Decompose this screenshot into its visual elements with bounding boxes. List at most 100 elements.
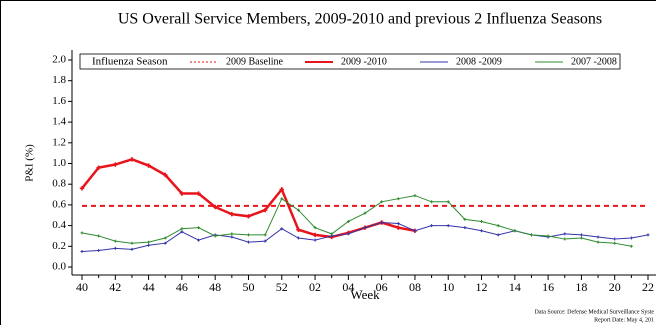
legend-title: Influenza Season bbox=[92, 56, 168, 68]
point bbox=[279, 187, 284, 192]
y-tick-label: 0.2 bbox=[52, 240, 66, 252]
y-tick-label: 0.8 bbox=[52, 178, 66, 190]
point bbox=[246, 214, 251, 219]
point bbox=[312, 232, 318, 238]
x-tick-label: 20 bbox=[609, 280, 621, 294]
footnote: Data Source: Defense Medical Surveillanc… bbox=[535, 308, 655, 315]
y-tick-label: 1.4 bbox=[52, 116, 66, 128]
point bbox=[380, 220, 384, 224]
y-tick-label: 1.6 bbox=[52, 95, 66, 107]
point bbox=[480, 219, 484, 223]
point bbox=[163, 172, 168, 178]
point bbox=[196, 191, 201, 196]
point bbox=[246, 233, 250, 237]
x-tick-label: 52 bbox=[276, 280, 288, 294]
y-tick-label: 0.6 bbox=[52, 198, 66, 210]
point bbox=[263, 239, 267, 243]
point bbox=[646, 233, 650, 237]
point bbox=[613, 241, 617, 245]
point bbox=[130, 241, 134, 245]
legend-box bbox=[79, 53, 621, 70]
point bbox=[396, 197, 400, 201]
point bbox=[363, 226, 367, 230]
point bbox=[596, 235, 600, 239]
x-tick-label: 08 bbox=[409, 280, 421, 294]
point bbox=[480, 229, 484, 233]
point bbox=[80, 249, 84, 253]
point bbox=[613, 237, 617, 241]
point bbox=[246, 240, 250, 244]
point bbox=[313, 238, 317, 242]
point bbox=[163, 241, 167, 245]
point bbox=[563, 232, 567, 236]
x-tick-label: 48 bbox=[209, 280, 221, 294]
point bbox=[446, 224, 450, 228]
series-line bbox=[81, 195, 632, 247]
x-axis-label: Week bbox=[350, 287, 380, 302]
point bbox=[129, 157, 135, 162]
x-tick-label: 16 bbox=[542, 280, 554, 294]
point bbox=[263, 233, 267, 237]
point bbox=[280, 227, 284, 231]
point bbox=[396, 222, 400, 226]
point bbox=[262, 207, 268, 213]
point bbox=[80, 231, 84, 235]
point bbox=[430, 224, 434, 228]
point bbox=[513, 229, 517, 233]
x-tick-label: 18 bbox=[575, 280, 587, 294]
point bbox=[146, 163, 151, 168]
x-tick-label: 06 bbox=[376, 280, 388, 294]
point bbox=[163, 236, 167, 240]
point bbox=[313, 226, 317, 230]
point bbox=[296, 208, 300, 212]
point bbox=[113, 162, 118, 167]
point bbox=[296, 236, 300, 240]
point bbox=[212, 204, 218, 210]
point bbox=[396, 225, 401, 230]
y-tick-label: 0.4 bbox=[52, 219, 66, 231]
legend-label: 2008 -2009 bbox=[456, 56, 502, 67]
y-tick-label: 0.0 bbox=[52, 261, 66, 273]
point bbox=[280, 197, 284, 201]
x-tick-label: 40 bbox=[76, 280, 88, 294]
point bbox=[629, 244, 633, 248]
point bbox=[296, 227, 301, 232]
legend-label: 2009 Baseline bbox=[226, 56, 283, 67]
footnote: Report Date: May 4, 201 bbox=[594, 317, 654, 323]
x-tick-label: 02 bbox=[309, 280, 321, 294]
point bbox=[380, 200, 384, 204]
point bbox=[413, 194, 417, 198]
x-tick-label: 50 bbox=[242, 280, 254, 294]
legend-label: 2009 -2010 bbox=[341, 56, 387, 67]
point bbox=[179, 191, 185, 196]
point bbox=[529, 233, 533, 237]
point bbox=[430, 200, 434, 204]
point bbox=[113, 239, 117, 243]
point bbox=[629, 236, 633, 240]
y-tick-label: 1.8 bbox=[52, 74, 66, 86]
point bbox=[97, 248, 101, 252]
x-tick-label: 46 bbox=[176, 280, 188, 294]
chart-title: US Overall Service Members, 2009-2010 an… bbox=[118, 11, 602, 28]
point bbox=[596, 240, 600, 244]
point bbox=[230, 232, 234, 236]
point bbox=[446, 200, 450, 204]
point bbox=[130, 247, 134, 251]
x-tick-label: 22 bbox=[642, 280, 654, 294]
point bbox=[463, 217, 467, 221]
point bbox=[197, 226, 201, 230]
x-tick-label: 12 bbox=[476, 280, 488, 294]
point bbox=[579, 236, 583, 240]
point bbox=[346, 232, 350, 236]
point bbox=[330, 232, 334, 236]
point bbox=[230, 235, 234, 239]
point bbox=[346, 219, 350, 223]
x-tick-label: 10 bbox=[442, 280, 454, 294]
x-tick-label: 44 bbox=[143, 280, 155, 294]
point bbox=[496, 233, 500, 237]
point bbox=[363, 211, 367, 215]
point bbox=[147, 243, 151, 247]
point bbox=[97, 234, 101, 238]
point bbox=[96, 165, 101, 170]
point bbox=[147, 240, 151, 244]
